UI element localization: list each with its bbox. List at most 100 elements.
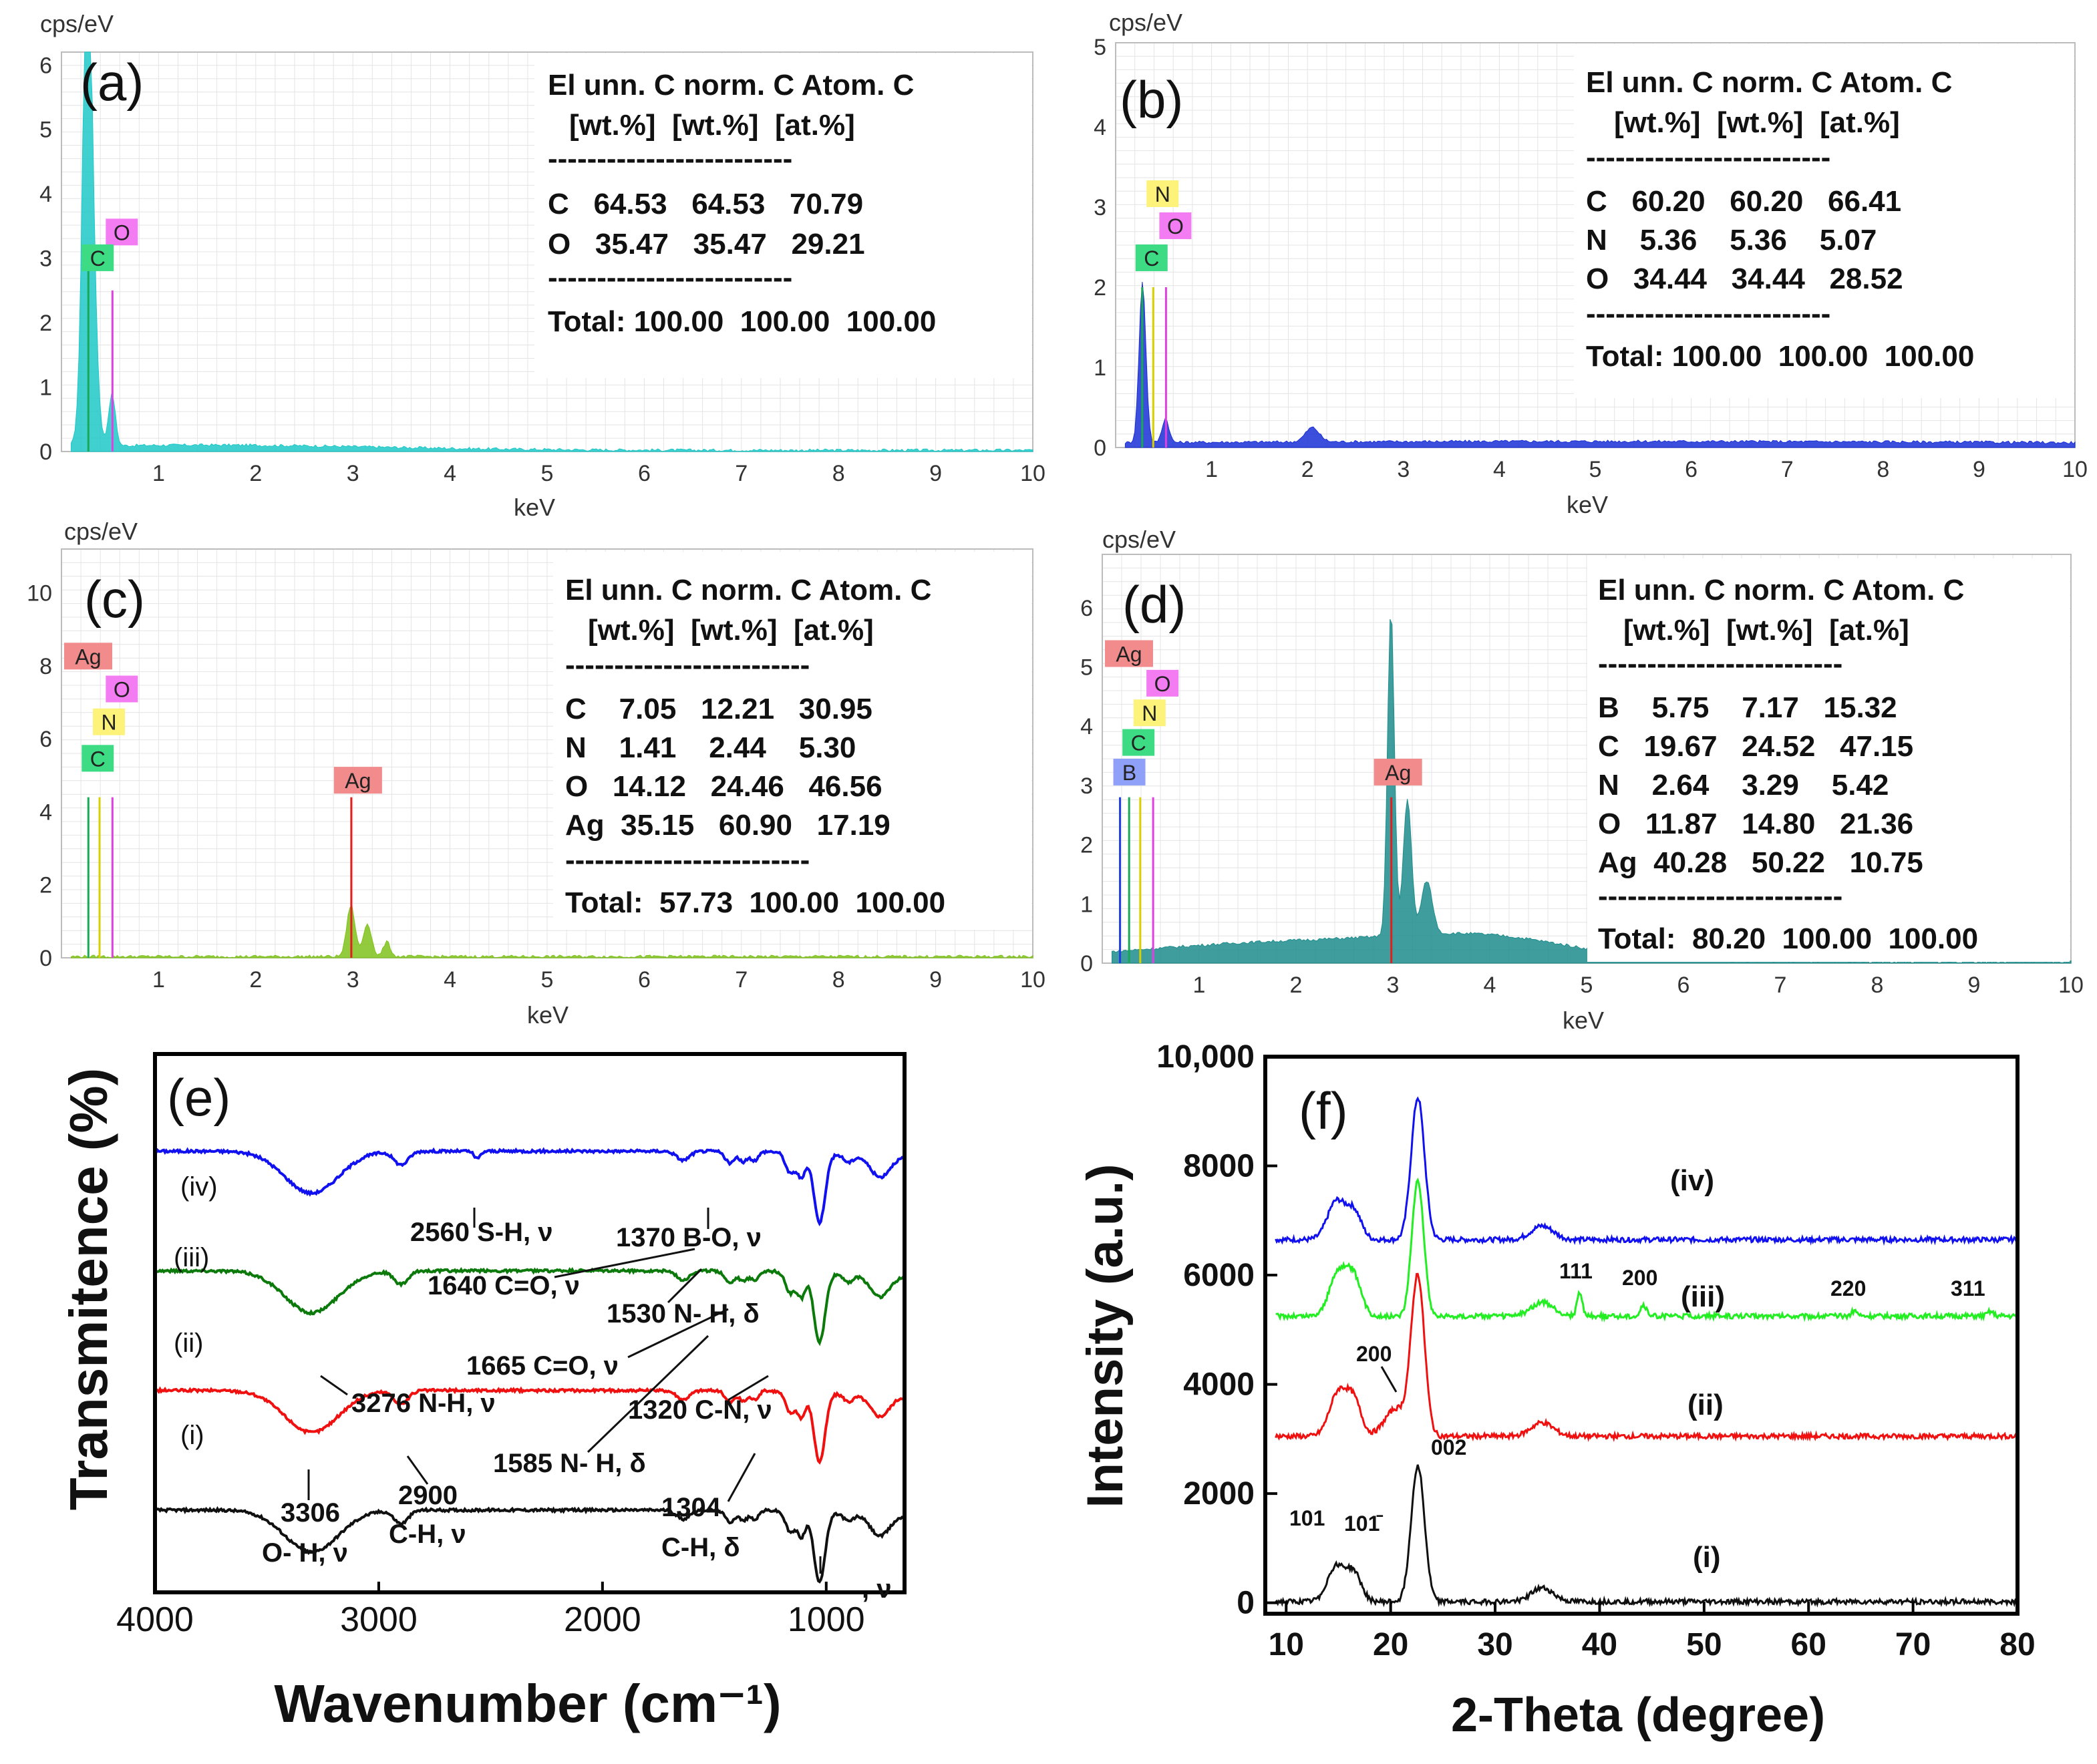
element-badge <box>1146 669 1179 697</box>
annotation-arrow <box>728 1375 769 1401</box>
table-header-a: El unn. C norm. C Atom. C <box>548 69 914 102</box>
series-label-f: (iv) <box>1670 1164 1714 1197</box>
table-row-d: O 11.87 14.80 21.36 <box>1598 808 1913 840</box>
x-tick-label: 6 <box>638 461 651 486</box>
table-row-a: C 64.53 64.53 70.79 <box>548 188 863 220</box>
y-tick-label: 1 <box>39 375 52 401</box>
table-total-a: Total: 100.00 100.00 100.00 <box>548 305 936 338</box>
x-ticks-d: 1 2 3 4 5 6 7 8 9 10 <box>1193 973 2084 998</box>
table-sep-a1: ------------------------- <box>548 142 792 175</box>
x-tick-label: 4 <box>444 461 456 486</box>
panel-label-c: (c) <box>84 570 145 629</box>
y-ticks-a: 0 1 2 3 4 5 6 <box>39 53 52 465</box>
table-total-b: Total: 100.00 100.00 100.00 <box>1586 340 1974 373</box>
y-tick-label: 8 <box>39 654 52 679</box>
x-ticks-a: 1 2 3 4 5 6 7 8 9 10 <box>152 461 1045 486</box>
element-badge <box>82 745 114 772</box>
element-lines-c: Ag Ag ONC <box>64 643 382 958</box>
annotation-e: C-H, ν <box>389 1520 466 1549</box>
table-sep-a2: ------------------------- <box>548 261 792 294</box>
y-unit-c: cps/eV <box>64 518 138 545</box>
y-tick-label: 2 <box>39 873 52 898</box>
x-tick-label: 9 <box>1973 457 1985 482</box>
ftir-series-line <box>154 1266 906 1347</box>
element-label: Ag <box>345 769 371 793</box>
y-label-f: Intensity (a.u.) <box>1077 1164 1134 1508</box>
x-label-b: keV <box>1567 491 1608 518</box>
table-total-d: Total: 80.20 100.00 100.00 <box>1598 922 1978 955</box>
composition-table-c: El unn. C norm. C Atom. C [wt.%] [wt.%] … <box>553 552 1031 930</box>
y-tick-label: 10 <box>27 581 52 606</box>
element-badge <box>333 767 382 794</box>
x-tick-label: 7 <box>735 461 748 486</box>
panel-label-a: (a) <box>80 53 144 112</box>
spectrum-trace <box>70 51 1033 452</box>
x-tick-label: 60 <box>1791 1627 1826 1662</box>
panel-label-f: (f) <box>1299 1081 1348 1140</box>
peak-label-f: 101̄ <box>1344 1512 1383 1536</box>
table-row-b: N 5.36 5.36 5.07 <box>1586 224 1877 256</box>
x-ticks-b: 1 2 3 4 5 6 7 8 9 10 <box>1205 457 2088 482</box>
element-badge <box>1374 758 1422 785</box>
table-row-c: Ag 35.15 60.90 17.19 <box>565 809 891 842</box>
table-subheader-d: [wt.%] [wt.%] [at.%] <box>1623 614 1909 647</box>
element-badge <box>1146 180 1179 207</box>
annotation-e: , ν <box>862 1574 891 1604</box>
y-tick-label: 1 <box>1094 355 1106 381</box>
y-tick-label: 4 <box>1080 714 1093 739</box>
x-ticks-f: 10 20 30 40 50 60 70 80 <box>1269 1602 2036 1662</box>
element-label: O <box>1167 214 1184 238</box>
x-ticks-c: 1 2 3 4 5 6 7 8 9 10 <box>152 967 1045 993</box>
table-row-b: C 60.20 60.20 66.41 <box>1586 185 1901 218</box>
x-tick-label: 4 <box>1493 457 1506 482</box>
series-label-e: (iv) <box>180 1172 218 1202</box>
element-badge <box>106 218 138 246</box>
x-tick-label: 1 <box>152 967 165 993</box>
peak-label-f: 200 <box>1356 1342 1392 1366</box>
x-tick-label: 2 <box>1301 457 1314 482</box>
element-label: N <box>101 711 116 735</box>
table-subheader-b: [wt.%] [wt.%] [at.%] <box>1614 106 1900 139</box>
annotation-e: 1640 C=O, ν <box>428 1271 580 1300</box>
x-ticks-e: 4000 3000 2000 1000 <box>116 1582 865 1639</box>
y-tick-label: 2 <box>1094 275 1106 301</box>
element-badge <box>82 244 114 271</box>
x-tick-label: 10 <box>1020 967 1045 993</box>
annotation-arrow <box>587 1335 709 1453</box>
y-ticks-c: 0 2 4 6 8 10 <box>27 581 52 971</box>
ftir-series-line <box>154 1506 905 1584</box>
table-row-d: B 5.75 7.17 15.32 <box>1598 691 1897 724</box>
y-ticks-b: 0 1 2 3 4 5 <box>1094 35 1106 461</box>
annotation-e: C-H, δ <box>661 1533 740 1562</box>
series-label-e: (iii) <box>174 1243 209 1272</box>
peak-label-f: 111 <box>1559 1259 1593 1283</box>
element-lines-b: NOC <box>1135 180 1192 448</box>
spectrum-a <box>70 51 1033 452</box>
series-label-f: (i) <box>1693 1541 1721 1574</box>
series-label-f: (ii) <box>1687 1389 1724 1421</box>
panel-label-b: (b) <box>1120 70 1183 129</box>
element-badge <box>1135 244 1168 271</box>
element-label: O <box>1154 672 1171 696</box>
annotation-e: 2900 <box>398 1481 458 1510</box>
y-tick-label: 5 <box>1094 35 1106 60</box>
panel-c: Ag Ag ONC 1 2 3 4 5 6 7 8 9 10 0 2 4 6 8 10 cps/eV keV (… <box>27 518 1045 1029</box>
y-tick-label: 6 <box>39 727 52 752</box>
x-tick-label: 7 <box>735 967 748 993</box>
y-tick-label: 3 <box>1080 773 1093 799</box>
x-tick-label: 2 <box>1290 973 1303 998</box>
x-tick-label: 30 <box>1477 1627 1512 1662</box>
x-tick-label: 50 <box>1686 1627 1722 1662</box>
y-tick-label: 2 <box>39 311 52 336</box>
element-label: O <box>114 220 130 244</box>
y-unit-a: cps/eV <box>40 10 114 37</box>
annotation-arrow <box>727 1453 756 1502</box>
panel-e: 4000 3000 2000 1000 (e) Wavenumber (cm⁻¹) T… <box>59 1052 907 1733</box>
composition-table-b: El unn. C norm. C Atom. C [wt.%] [wt.%] … <box>1574 44 2074 398</box>
x-tick-label: 5 <box>541 967 554 993</box>
annotation-e: O- H, ν <box>262 1538 348 1568</box>
table-sep-b2: ------------------------- <box>1586 297 1830 330</box>
